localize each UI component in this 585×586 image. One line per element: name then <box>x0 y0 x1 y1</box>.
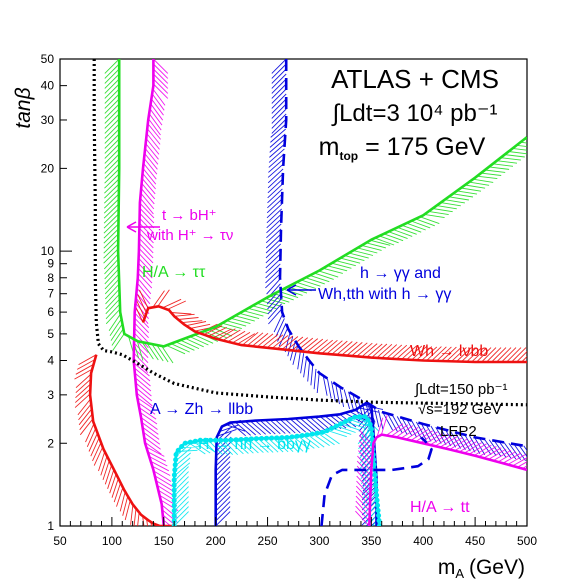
hatt-hatch <box>355 415 527 526</box>
curve-layer <box>88 59 527 526</box>
htautau-hatch <box>103 59 527 364</box>
htautau-curve <box>116 59 527 348</box>
y-tick-label: 7 <box>47 287 54 301</box>
hhbbgg-curve <box>172 415 381 526</box>
y-tick-label: 2 <box>47 436 54 450</box>
x-axis-label-m: m <box>438 556 456 579</box>
label-hgg-2: Wh,tth with h → γγ <box>318 286 451 303</box>
hgg-hatch <box>265 59 527 461</box>
y-tick-label: 40 <box>41 79 55 93</box>
x-tick-label: 200 <box>206 534 226 548</box>
hatch-layer <box>74 59 527 526</box>
arrowhead-hgg <box>286 284 297 296</box>
hatt-curve <box>368 433 527 526</box>
charged_higgs-curve <box>132 59 166 526</box>
x-tick-label: 100 <box>102 534 122 548</box>
label-whlnubb: Wh → lνbb <box>410 343 488 360</box>
x-axis-label-unit: (GeV) <box>469 556 525 579</box>
x-axis-title: mA (GeV) <box>438 556 525 581</box>
header-line3-pre: m <box>319 133 340 161</box>
header-line1: ATLAS + CMS <box>331 64 499 94</box>
y-tick-label: 30 <box>41 113 55 127</box>
x-tick-label: 300 <box>309 534 329 548</box>
x-tick-label: 50 <box>53 534 67 548</box>
label-azh: A → Zh → llbb <box>150 401 253 418</box>
red_left-hatch <box>74 354 171 526</box>
label-hatt: H/A → tt <box>410 499 470 516</box>
lep2-curve <box>92 59 527 407</box>
y-tick-label: 4 <box>47 354 54 368</box>
label-charged-higgs-2: with H⁺ → τν <box>146 227 233 244</box>
whlnubb-hatch <box>133 289 527 363</box>
label-lep-2: √s=192 GeV <box>418 401 502 418</box>
y-tick-label: 1 <box>47 519 54 533</box>
hhbbgg-hatch <box>173 416 380 526</box>
header-line3-post: = 175 GeV <box>358 133 485 161</box>
y-axis-title: tanβ <box>12 87 35 128</box>
label-hgg-1: h → γγ and <box>360 265 441 282</box>
header-line3: mtop = 175 GeV <box>319 133 486 163</box>
red_left-curve <box>88 354 175 526</box>
y-tick-label: 10 <box>41 244 55 258</box>
whlnubb-curve <box>141 305 527 364</box>
arrowhead-charged-higgs <box>126 221 137 233</box>
hhbbgg-markers <box>171 414 383 526</box>
header-line2: ∫Ldt=3 10⁴ pb⁻¹ <box>331 100 498 127</box>
header-line3-sub: top <box>339 149 358 163</box>
y-tick-label: 20 <box>41 161 55 175</box>
azh-curve <box>214 401 378 526</box>
x-axis-ticks: 50 100 150 200 250 300 350 400 450 500 <box>53 517 537 548</box>
x-tick-label: 250 <box>258 534 278 548</box>
x-tick-label: 150 <box>154 534 174 548</box>
label-charged-higgs-1: t → bH⁺ <box>162 207 217 224</box>
y-tick-label: 50 <box>41 52 55 66</box>
hgg-curve <box>278 59 527 448</box>
x-tick-label: 400 <box>413 534 433 548</box>
label-htautau: H/A → ττ <box>142 264 206 281</box>
hatt_dash-curve <box>320 436 433 526</box>
label-lep-3: LEP2 <box>440 423 477 440</box>
y-tick-label: 9 <box>47 257 54 271</box>
label-hhbbgg: H → hh → bbγγ <box>198 436 311 453</box>
x-tick-label: 450 <box>465 534 485 548</box>
x-axis-label-sub: A <box>455 566 464 581</box>
x-tick-label: 500 <box>517 534 537 548</box>
y-tick-label: 5 <box>47 327 54 341</box>
y-tick-label: 3 <box>47 388 54 402</box>
plot-frame <box>59 58 528 527</box>
charged_higgs-hatch <box>133 59 179 526</box>
x-tick-label: 350 <box>361 534 381 548</box>
y-tick-label: 8 <box>47 271 54 285</box>
y-tick-label: 6 <box>47 305 54 319</box>
label-lep-1: ∫Ldt=150 pb⁻¹ <box>414 381 508 398</box>
